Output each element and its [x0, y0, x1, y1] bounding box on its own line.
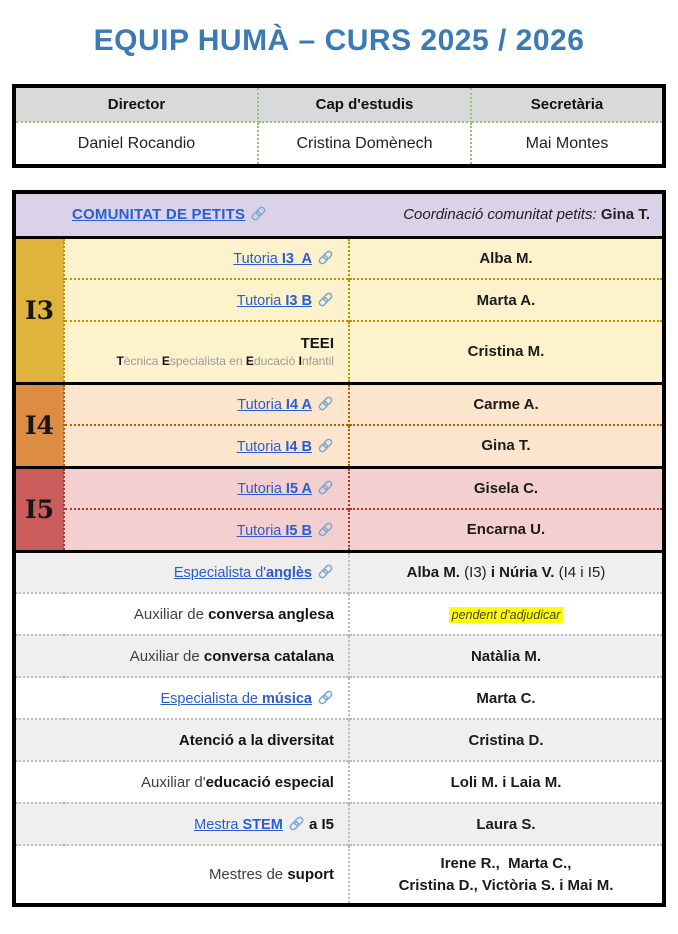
coordinator-name: Gina T.	[600, 206, 650, 224]
specialist-name: Irene R., Marta C., Cristina D., Victòri…	[347, 844, 664, 905]
teei-name: Cristina M.	[347, 320, 664, 383]
especialista-angles-link[interactable]: Especialista d'anglès	[173, 565, 312, 582]
table-row: Auxiliar d'educació especial Loli M. i L…	[13, 760, 664, 803]
community-table: COMUNITAT DE PETITS Coordinació comunita…	[11, 190, 666, 907]
mestra-stem-link[interactable]: Mestra STEM	[194, 817, 283, 833]
table-row: Especialista d'anglès Alba M. (I3) i Núr…	[13, 549, 664, 593]
role-label: Auxiliar de conversa catalana	[13, 634, 349, 677]
tutoria-i4a-link[interactable]: Tutoria I4 A	[237, 397, 312, 414]
tutoria-i5b-link[interactable]: Tutoria I5 B	[236, 522, 312, 539]
specialist-name: Laura S.	[347, 802, 664, 845]
role-label: Mestres de suport	[13, 844, 349, 905]
table-row: Tutoria I4 B Gina T.	[14, 424, 664, 467]
director-name: Daniel Rocandio	[13, 121, 259, 167]
tutor-name: Gisela C.	[347, 465, 664, 509]
table-row: Tutoria I3 B Marta A.	[14, 278, 664, 321]
tutoria-i5a-link[interactable]: Tutoria I5 A	[237, 481, 312, 498]
specialist-name: Natàlia M.	[347, 634, 664, 677]
page: EQUIP HUMÀ – CURS 2025 / 2026 Director C…	[11, 24, 666, 907]
pending-badge: pendent d'adjudicar	[448, 606, 564, 623]
table-row: Tutoria I5 B Encarna U.	[14, 508, 664, 551]
tutor-name: Carme A.	[347, 381, 664, 425]
link-icon	[317, 437, 334, 454]
specialist-name: Loli M. i Laia M.	[347, 760, 664, 803]
table-row: TEEI Tècnica Especialista en Educació In…	[14, 320, 664, 383]
table-row: Mestra STEM a I5 Laura S.	[13, 802, 664, 845]
table-row: Especialista de música Marta C.	[13, 676, 664, 719]
link-icon	[317, 395, 334, 412]
table-row: I5 Tutoria I5 A Gisela C.	[13, 465, 664, 551]
leadership-table: Director Cap d'estudis Secretària Daniel…	[12, 84, 666, 168]
community-header-row: COMUNITAT DE PETITS Coordinació comunita…	[13, 192, 664, 237]
leadership-names-row: Daniel Rocandio Cristina Domènech Mai Mo…	[13, 121, 665, 167]
link-icon	[317, 249, 334, 266]
tutor-name: Encarna U.	[347, 508, 664, 551]
specialist-name: Marta C.	[347, 676, 664, 719]
role-label: Auxiliar de conversa anglesa	[13, 592, 349, 635]
link-icon	[317, 563, 334, 580]
secretaria-name: Mai Montes	[470, 121, 665, 167]
tutor-name: Marta A.	[347, 278, 664, 321]
tutor-name: Gina T.	[347, 424, 664, 467]
comunitat-de-petits-link[interactable]: COMUNITAT DE PETITS	[71, 206, 246, 224]
tutoria-i4b-link[interactable]: Tutoria I4 B	[236, 438, 312, 455]
role-label: Auxiliar d'educació especial	[13, 760, 349, 803]
table-row: Auxiliar de conversa anglesa pendent d'a…	[13, 592, 664, 635]
group-label-i3: I3	[13, 235, 65, 383]
link-icon	[288, 815, 305, 832]
table-row: Mestres de suport Irene R., Marta C., Cr…	[13, 844, 664, 905]
role-label: Atenció a la diversitat	[13, 718, 349, 761]
especialista-musica-link[interactable]: Especialista de música	[160, 691, 312, 707]
link-icon	[317, 479, 334, 496]
table-row: I3 Tutoria I3 A Alba M.	[13, 235, 664, 383]
table-row: Atenció a la diversitat Cristina D.	[13, 718, 664, 761]
leadership-header-row: Director Cap d'estudis Secretària	[13, 85, 665, 123]
table-row: I4 Tutoria I4 A Carme A.	[13, 381, 664, 467]
header-cap-destudis: Cap d'estudis	[257, 85, 472, 123]
specialist-name: Cristina D.	[347, 718, 664, 761]
cap-destudis-name: Cristina Domènech	[257, 121, 472, 167]
tutoria-i3a-link[interactable]: Tutoria I3 A	[233, 251, 312, 268]
link-icon	[317, 291, 334, 308]
specialist-name: Alba M. (I3) i Núria V. (I4 i I5)	[347, 549, 664, 593]
header-director: Director	[13, 85, 259, 123]
coordination-text: Coordinació comunitat petits: Gina T.	[403, 206, 650, 224]
link-icon	[317, 521, 334, 538]
tutor-name: Alba M.	[347, 235, 664, 279]
stem-suffix: a I5	[304, 816, 334, 833]
teei-acronym: TEEI	[300, 334, 334, 352]
link-icon	[317, 689, 334, 706]
tutoria-i3b-link[interactable]: Tutoria I3 B	[236, 293, 312, 309]
table-row: Auxiliar de conversa catalana Natàlia M.	[13, 634, 664, 677]
link-icon	[250, 205, 267, 222]
group-label-i5: I5	[13, 465, 65, 551]
teei-subtitle: Tècnica Especialista en Educació Infanti…	[116, 353, 334, 368]
page-title: EQUIP HUMÀ – CURS 2025 / 2026	[93, 24, 585, 57]
group-label-i4: I4	[13, 381, 65, 467]
header-secretaria: Secretària	[470, 85, 665, 123]
